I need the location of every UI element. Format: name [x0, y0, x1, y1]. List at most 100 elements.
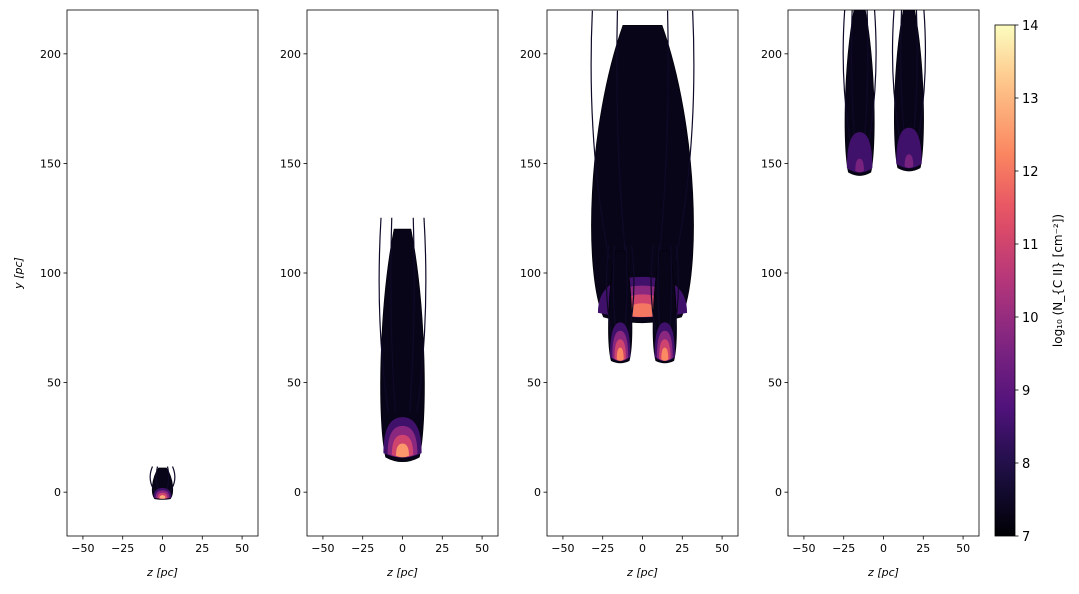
filament — [917, 10, 927, 137]
plot-area — [788, 10, 979, 536]
y-tick-label: 150 — [280, 157, 301, 170]
filament — [390, 217, 396, 412]
x-tick-label: 0 — [399, 542, 406, 555]
filament — [168, 466, 176, 493]
panel-2: −50 −25 0 25 50 0 50 100 150 200 z [pc] — [280, 9, 499, 579]
density-band-1 — [896, 127, 922, 169]
density-structure-1 — [842, 10, 877, 176]
x-tick-label: 0 — [880, 542, 887, 555]
y-tick-label: 200 — [761, 48, 782, 61]
colorbar-tick-label: 7 — [1022, 530, 1030, 545]
x-tick-label: 50 — [475, 542, 489, 555]
x-axis-label: z [pc] — [867, 566, 899, 579]
y-tick-label: 0 — [775, 486, 782, 499]
x-tick-label: 50 — [956, 542, 970, 555]
x-tick-label: 25 — [435, 542, 449, 555]
plume-outer — [380, 228, 425, 463]
x-tick-label: 0 — [159, 542, 166, 555]
filament — [627, 245, 635, 339]
y-tick-label: 50 — [527, 377, 541, 390]
density-band-4 — [904, 154, 914, 168]
x-tick-label: 25 — [916, 542, 930, 555]
y-tick-label: 100 — [761, 267, 782, 280]
colorbar-tick-label: 11 — [1022, 238, 1039, 253]
panel-1: −50 −25 0 25 50 0 50 100 150 200 z [pc] y [pc] — [12, 9, 259, 579]
x-tick-label: 50 — [715, 542, 729, 555]
y-tick-label: 150 — [520, 157, 541, 170]
density-structure-2 — [605, 245, 635, 364]
filament — [650, 245, 658, 339]
x-tick-label: −50 — [551, 542, 574, 555]
x-tick-label: −25 — [591, 542, 614, 555]
filament — [605, 245, 614, 339]
plume-outer — [894, 10, 924, 172]
y-tick-label: 150 — [761, 157, 782, 170]
y-tick-label: 0 — [54, 486, 61, 499]
x-tick-label: 50 — [235, 542, 249, 555]
colorbar-gradient — [995, 25, 1015, 536]
x-tick-label: 25 — [675, 542, 689, 555]
filament — [149, 466, 157, 493]
x-axis-label: z [pc] — [626, 566, 658, 579]
filament — [658, 10, 669, 259]
plume-outer — [844, 10, 875, 176]
colorbar-tick-label: 10 — [1022, 311, 1039, 326]
filament — [409, 217, 415, 412]
x-tick-label: −50 — [71, 542, 94, 555]
filament — [891, 10, 901, 137]
colorbar-frame — [994, 24, 1016, 537]
y-tick-label: 100 — [40, 267, 61, 280]
colorbar: 7 8 9 10 11 12 13 14 log₁₀ (N_{C II} [cm⁻²]) — [994, 19, 1065, 545]
colorbar-tick-label: 9 — [1022, 384, 1030, 399]
x-tick-label: −50 — [311, 542, 334, 555]
y-tick-label: 200 — [280, 48, 301, 61]
colorbar-tick-label: 8 — [1022, 457, 1030, 472]
filament — [378, 217, 389, 412]
density-band-4 — [159, 495, 166, 499]
colorbar-label: log₁₀ (N_{C II} [cm⁻²]) — [1051, 214, 1065, 347]
x-axis-label: z [pc] — [386, 566, 418, 579]
filament — [590, 10, 610, 259]
y-tick-label: 200 — [520, 48, 541, 61]
density-band-1 — [846, 132, 873, 173]
colorbar-tick-label: 13 — [1022, 92, 1039, 107]
y-tick-label: 150 — [40, 157, 61, 170]
filament — [675, 10, 695, 259]
y-axis-label: y [pc] — [12, 257, 25, 290]
y-tick-label: 100 — [280, 267, 301, 280]
filament — [863, 10, 869, 140]
panel-3: −50 −25 0 25 50 0 50 100 150 200 z [pc] — [520, 9, 739, 579]
filament — [671, 245, 680, 339]
filament — [900, 10, 905, 137]
filament — [850, 10, 856, 140]
colorbar-tick-label: 12 — [1022, 165, 1039, 180]
y-tick-label: 50 — [287, 377, 301, 390]
x-tick-label: 0 — [639, 542, 646, 555]
x-tick-label: 25 — [195, 542, 209, 555]
x-tick-label: −25 — [832, 542, 855, 555]
density-band-4 — [627, 303, 658, 317]
density-structure-2 — [891, 10, 927, 172]
y-tick-label: 0 — [294, 486, 301, 499]
filament — [868, 10, 877, 140]
filament — [913, 10, 918, 137]
panel-4: −50 −25 0 25 50 0 50 100 150 200 z [pc] — [761, 9, 980, 579]
y-tick-label: 200 — [40, 48, 61, 61]
y-tick-label: 50 — [47, 377, 61, 390]
filament — [616, 10, 627, 259]
x-tick-label: −25 — [111, 542, 134, 555]
y-tick-label: 100 — [520, 267, 541, 280]
y-tick-label: 0 — [534, 486, 541, 499]
x-tick-label: −25 — [351, 542, 374, 555]
density-band-4 — [396, 443, 409, 458]
density-structure-3 — [650, 245, 680, 364]
density-structure-1 — [149, 466, 176, 500]
density-band-4 — [661, 347, 669, 361]
density-band-4 — [616, 347, 624, 361]
x-axis-label: z [pc] — [146, 566, 178, 579]
plot-area — [67, 10, 258, 536]
density-structure-1 — [378, 217, 427, 463]
y-tick-label: 50 — [768, 377, 782, 390]
filament — [842, 10, 851, 140]
density-band-4 — [855, 158, 864, 173]
